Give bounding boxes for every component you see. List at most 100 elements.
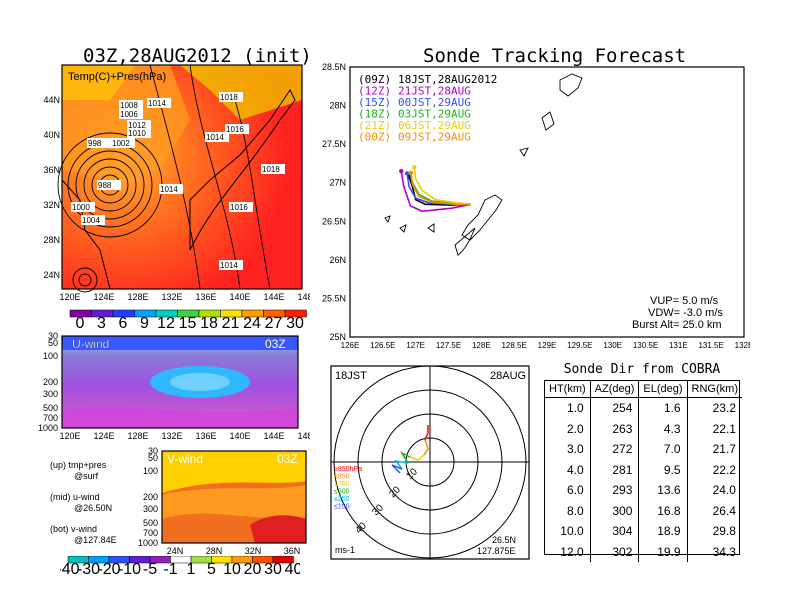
table-cell: 8.0 (566, 503, 584, 518)
temp-colorbar-label: 21 (222, 315, 240, 330)
table-cell: 12.0 (560, 544, 584, 559)
temperature-colorbar: 0 3 6 9 12 15 18 21 24 27 30 (69, 309, 307, 330)
vwind-lat-tick: 28N (206, 546, 223, 555)
wind-colorbar-label: 30 (264, 561, 282, 578)
wind-colorbar-label: -40 (60, 561, 80, 578)
track-endpoint (408, 170, 414, 175)
map-title: 03Z,28AUG2012 (init) (83, 45, 312, 67)
table-header: AZ(deg) (589, 381, 639, 398)
uwind-pressure-tick: 30 (48, 331, 58, 341)
isobar-label: 1006 (120, 110, 138, 119)
track-legend-jst: 03JST,29AUG (398, 108, 471, 121)
track-legend-utc: (12Z) (358, 85, 391, 98)
sonde-dir-table-panel: Sonde Dir from COBRA HT(km) AZ(deg) EL(deg… (544, 362, 742, 562)
isobar-label: 1002 (112, 139, 130, 148)
uwind-lon-tick: 128E (127, 431, 148, 441)
track-legend-jst: 21JST,28AUG (398, 85, 471, 98)
table-cell: 7.0 (638, 439, 688, 460)
legend-mid-lat: @26.50N (74, 503, 113, 513)
track-line (400, 171, 471, 213)
hodo-level-label: ≤250 (334, 496, 350, 503)
wind-colorbar-label: -5 (143, 561, 157, 578)
table-cell: 300 (589, 500, 639, 521)
map-lat-tick: 36N (43, 165, 60, 175)
table-cell: 10.0 (560, 524, 584, 539)
param-vup: VUP= 5.0 m/s (650, 295, 719, 307)
table-title: Sonde Dir from COBRA (563, 362, 721, 377)
table-header: RNG(km) (686, 381, 742, 398)
temp-colorbar-label: 24 (243, 315, 261, 330)
coastline (189, 89, 296, 251)
uwind-label: U-wind (72, 337, 109, 351)
track-lon-tick: 126.5E (370, 341, 395, 350)
wind-colorbar-label: 10 (223, 561, 241, 578)
isobar-label: 1000 (72, 203, 90, 212)
uwind-lon-tick: 148E (297, 431, 310, 441)
uwind-pressure-tick: 200 (43, 377, 58, 387)
table-cell: 22.1 (686, 418, 742, 439)
track-legend-jst: 18JST,28AUG2012 (398, 73, 497, 86)
track-lat-tick: 27N (329, 178, 346, 188)
uwind-pressure-tick: 300 (43, 389, 58, 399)
isobar-label: 1012 (128, 121, 146, 130)
track-lon-tick: 126E (341, 341, 360, 350)
temp-colorbar-label: 0 (76, 315, 85, 330)
temp-colorbar-label: 6 (119, 315, 128, 330)
track-lon-tick: 130.5E (633, 341, 658, 350)
table-cell: 3.0 (566, 442, 584, 457)
table-cell: 1.6 (638, 397, 688, 419)
hodo-time: 18JST (335, 370, 367, 382)
vwind-pressure-tick: 30 (148, 446, 158, 456)
table-cell: 4.3 (638, 418, 688, 439)
table-cell: 13.6 (638, 480, 688, 501)
table-header: EL(deg) (638, 381, 688, 398)
isobar-label: 1010 (128, 129, 146, 138)
track-lat-tick: 27.5N (322, 139, 346, 149)
param-burst: Burst Alt= 25.0 km (632, 319, 722, 331)
map-lat-tick: 24N (43, 270, 60, 280)
track-lon-tick: 132E (735, 341, 750, 350)
table-cell: 2.0 (566, 421, 584, 436)
track-endpoint (412, 165, 417, 170)
table-row: 6.0 293 13.6 24.0 (545, 480, 742, 501)
track-lon-tick: 129.5E (567, 341, 592, 350)
table-row: 8.0 300 16.8 26.4 (545, 500, 742, 521)
temp-colorbar-label: 3 (97, 315, 106, 330)
table-cell: 24.0 (686, 480, 742, 501)
tracking-title: Sonde Tracking Forecast (423, 45, 687, 67)
wind-colorbar-label: -20 (97, 561, 120, 578)
vwind-lat-tick: 36N (284, 546, 301, 555)
vwind-pressure-tick: 500 (143, 518, 158, 528)
map-lon-tick: 132E (161, 292, 182, 302)
table-cell: 4.0 (566, 462, 584, 477)
temp-colorbar-swatch (284, 309, 307, 318)
table-row: 3.0 272 7.0 21.7 (545, 439, 742, 460)
tracking-chart: 28.5N 28N 27.5N 27N 26.5N 26N 25.5N 25N 126E 126… (322, 62, 750, 350)
table-cell: 281 (589, 459, 639, 480)
track-lon-tick: 128E (472, 341, 491, 350)
map-lat-tick: 44N (43, 95, 60, 105)
track-legend-utc: (18Z) (358, 108, 391, 121)
vwind-pressure-tick: 200 (143, 492, 158, 502)
temp-colorbar-label: 15 (179, 315, 197, 330)
table-row: 4.0 281 9.5 22.2 (545, 459, 742, 480)
table-cell: 304 (589, 521, 639, 542)
wind-colorbar-label: 20 (244, 561, 262, 578)
legend-mid: (mid) u-wind (50, 492, 100, 502)
table-cell: 23.2 (686, 397, 742, 419)
track-legend-utc: (21Z) (358, 119, 391, 132)
legend-bot-lon: @127.84E (74, 535, 117, 545)
table-cell: 22.2 (686, 459, 742, 480)
track-line (413, 167, 471, 206)
isobar-label: 1014 (220, 261, 238, 270)
table-row: 10.0 304 18.9 29.8 (545, 521, 742, 542)
uwind-lon-tick: 136E (195, 431, 216, 441)
temp-colorbar-label: 27 (265, 315, 283, 330)
table-header: HT(km) (545, 381, 591, 398)
track-lon-tick: 129E (538, 341, 557, 350)
table-cell: 6.0 (566, 483, 584, 498)
map-lon-tick: 124E (93, 292, 114, 302)
isobar-label: 1014 (160, 185, 178, 194)
isobar-label: 1008 (120, 101, 138, 110)
